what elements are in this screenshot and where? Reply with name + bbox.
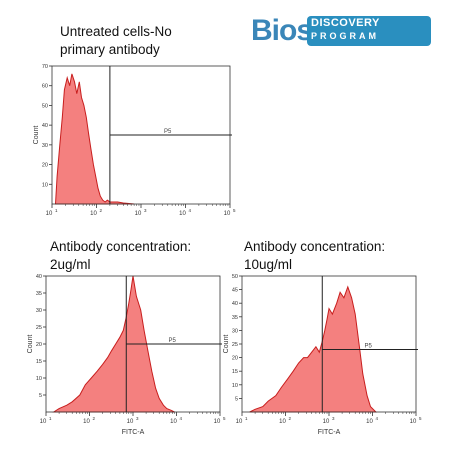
y-axis-label: Count bbox=[27, 335, 34, 354]
y-tick-label: 20 bbox=[232, 356, 238, 362]
x-tick-exponent: 3 bbox=[144, 208, 147, 213]
x-tick-label: 10 bbox=[410, 419, 417, 425]
y-tick-label: 30 bbox=[42, 143, 48, 149]
gate-label: P5 bbox=[364, 343, 372, 349]
x-tick-label: 10 bbox=[170, 419, 177, 425]
x-tick-exponent: 4 bbox=[189, 208, 192, 213]
logo-banner bbox=[307, 16, 431, 46]
y-tick-label: 60 bbox=[42, 84, 48, 90]
y-tick-label: 5 bbox=[235, 396, 238, 402]
y-tick-label: 40 bbox=[36, 274, 42, 280]
y-tick-label: 35 bbox=[232, 315, 238, 321]
y-tick-label: 25 bbox=[36, 325, 42, 331]
histogram-2ug-svg: P5510152025303540Count101102103104105FIT… bbox=[27, 274, 226, 436]
x-tick-exponent: 1 bbox=[245, 416, 248, 421]
y-tick-label: 25 bbox=[232, 342, 238, 348]
x-tick-label: 10 bbox=[40, 419, 47, 425]
x-tick-exponent: 2 bbox=[289, 416, 292, 421]
histogram-area bbox=[249, 285, 378, 413]
x-tick-label: 10 bbox=[83, 419, 90, 425]
x-tick-label: 10 bbox=[279, 419, 286, 425]
histogram-untreated: P5 10 20 30 40 50 60 70 Count 10 1 10 2 10 3 10 4 10 5 bbox=[32, 62, 236, 222]
y-tick-label: 35 bbox=[36, 291, 42, 297]
x-tick-exponent: 2 bbox=[93, 416, 96, 421]
y-tick-label: 40 bbox=[42, 123, 48, 129]
x-tick-label: 10 bbox=[46, 211, 53, 217]
chart-title-untreated: Untreated cells-No primary antibody bbox=[60, 24, 172, 57]
x-tick-label: 10 bbox=[366, 419, 373, 425]
y-tick-label: 15 bbox=[36, 359, 42, 365]
y-tick-label: 20 bbox=[42, 163, 48, 169]
y-tick-label: 45 bbox=[232, 288, 238, 294]
x-tick-exponent: 5 bbox=[419, 416, 422, 421]
y-tick-label: 5 bbox=[39, 393, 42, 399]
y-tick-label: 10 bbox=[232, 383, 238, 389]
x-tick-exponent: 1 bbox=[55, 208, 58, 213]
x-tick-exponent: 3 bbox=[136, 416, 139, 421]
y-tick-label: 70 bbox=[42, 64, 48, 70]
y-tick-label: 10 bbox=[36, 376, 42, 382]
histogram-10ug-svg: P55101520253035404550Count10110210310410… bbox=[223, 274, 422, 436]
histogram-10ug: P5 5 10 15 20 25 30 35 40 45 50 Count 10 1 10 2 10 3 10 4 10… bbox=[222, 272, 422, 440]
y-axis-label: Count bbox=[223, 335, 230, 354]
y-tick-label: 15 bbox=[232, 369, 238, 375]
x-tick-label: 10 bbox=[224, 211, 231, 217]
chart-title-2ug: Antibody concentration: 2ug/ml bbox=[50, 239, 192, 272]
y-tick-label: 50 bbox=[232, 274, 238, 280]
x-tick-label: 10 bbox=[90, 211, 97, 217]
x-axis-label: FITC-A bbox=[318, 429, 341, 436]
x-tick-exponent: 5 bbox=[233, 208, 236, 213]
x-tick-exponent: 4 bbox=[376, 416, 379, 421]
x-tick-label: 10 bbox=[127, 419, 134, 425]
y-tick-label: 30 bbox=[36, 308, 42, 314]
x-tick-exponent: 5 bbox=[223, 416, 226, 421]
y-tick-label: 50 bbox=[42, 103, 48, 109]
y-axis-label: Count bbox=[33, 126, 40, 145]
x-axis-label: FITC-A bbox=[122, 429, 145, 436]
chart-title-10ug: Antibody concentration: 10ug/ml bbox=[244, 239, 386, 272]
x-tick-exponent: 4 bbox=[180, 416, 183, 421]
x-tick-exponent: 2 bbox=[100, 208, 103, 213]
gate-label: P5 bbox=[164, 129, 172, 135]
y-tick-label: 40 bbox=[232, 301, 238, 307]
gate-label: P5 bbox=[168, 338, 176, 344]
x-tick-exponent: 3 bbox=[332, 416, 335, 421]
x-tick-label: 10 bbox=[323, 419, 330, 425]
x-tick-label: 10 bbox=[214, 419, 221, 425]
y-tick-label: 30 bbox=[232, 328, 238, 334]
logo-line2: PROGRAM bbox=[311, 31, 379, 41]
bioss-logo: Bioss DISCOVERY PROGRAM bbox=[251, 12, 431, 50]
x-tick-label: 10 bbox=[179, 211, 186, 217]
logo-line1: DISCOVERY bbox=[311, 17, 380, 29]
y-tick-label: 20 bbox=[36, 342, 42, 348]
histogram-2ug: P5 5 10 15 20 25 30 35 40 Count 10 1 10 2 10 3 10 4 10 5 FIT… bbox=[26, 272, 226, 440]
y-tick-label: 10 bbox=[42, 182, 48, 188]
histogram-area bbox=[51, 275, 175, 413]
x-tick-exponent: 1 bbox=[49, 416, 52, 421]
histogram-area bbox=[54, 73, 135, 205]
x-tick-label: 10 bbox=[135, 211, 142, 217]
x-tick-label: 10 bbox=[236, 419, 243, 425]
